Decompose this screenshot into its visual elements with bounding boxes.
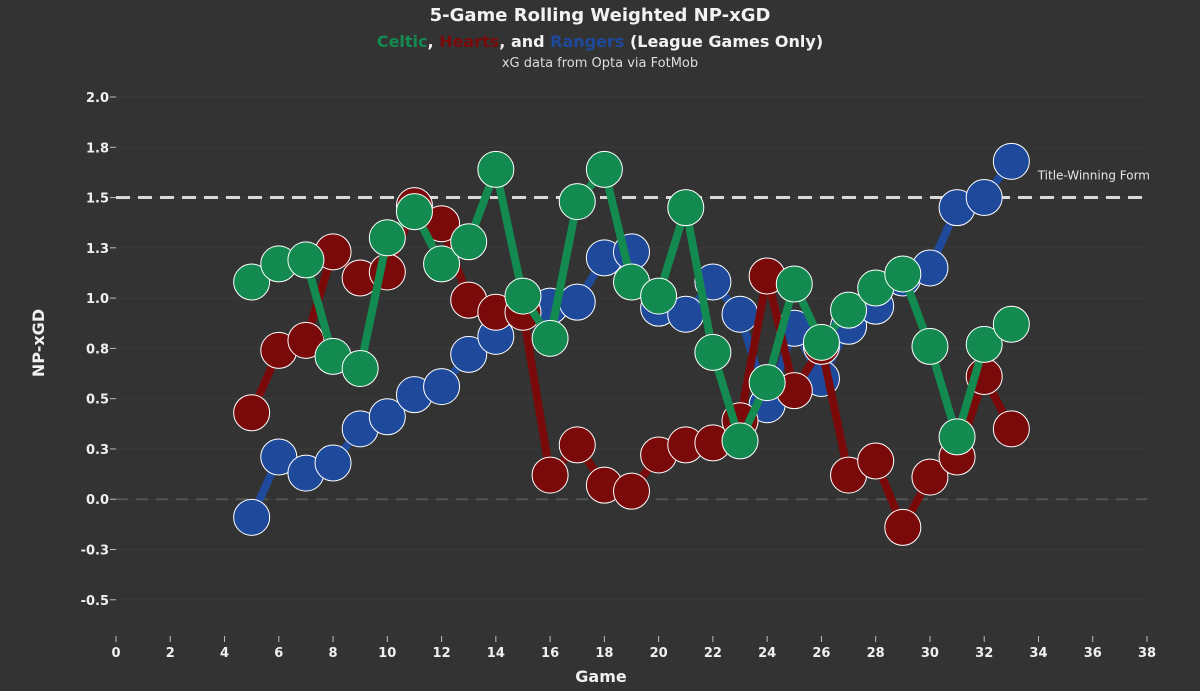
data-point-celtic — [802, 323, 840, 361]
data-point-celtic — [423, 245, 461, 283]
x-tick-label: 18 — [595, 646, 613, 661]
data-point-celtic — [585, 150, 623, 188]
subtitle-part-celtic: Celtic — [376, 32, 428, 51]
y-tick-label: 0.3 — [86, 443, 109, 458]
data-point-rangers — [450, 335, 488, 373]
data-point-hearts — [884, 508, 922, 546]
x-tick-label: 36 — [1084, 646, 1102, 661]
x-tick-label: 2 — [166, 646, 175, 661]
x-tick-label: 34 — [1029, 646, 1047, 661]
data-point-rangers — [992, 142, 1030, 180]
chart-subtitle: Celtic, Hearts, and Rangers (League Game… — [0, 32, 1200, 51]
data-point-celtic — [748, 364, 786, 402]
x-tick-label: 22 — [704, 646, 722, 661]
data-point-celtic — [341, 350, 379, 387]
x-tick-label: 30 — [921, 646, 939, 661]
data-point-rangers — [368, 398, 406, 436]
x-tick-label: 32 — [975, 646, 993, 661]
data-point-celtic — [287, 241, 325, 279]
data-point-hearts — [558, 426, 596, 464]
data-point-celtic — [558, 183, 596, 221]
x-tick-label: 38 — [1138, 646, 1156, 661]
y-tick-label: -0.3 — [81, 544, 109, 559]
data-point-hearts — [992, 410, 1030, 448]
data-point-hearts — [857, 442, 895, 480]
y-tick-label: 1.0 — [86, 292, 109, 307]
data-point-celtic — [504, 277, 542, 315]
y-axis-title: NP-xGD — [29, 309, 48, 377]
x-tick-label: 12 — [433, 646, 451, 661]
x-tick-label: 28 — [867, 646, 885, 661]
data-point-celtic — [884, 255, 922, 293]
data-point-celtic — [775, 265, 813, 303]
data-point-celtic — [477, 150, 515, 188]
x-tick-label: 24 — [758, 646, 776, 661]
y-tick-label: 0.8 — [86, 342, 109, 357]
data-point-rangers — [233, 498, 271, 536]
x-tick-label: 0 — [111, 646, 120, 661]
chart-title: 5-Game Rolling Weighted NP-xGD — [429, 5, 771, 26]
data-point-hearts — [613, 472, 650, 510]
y-tick-label: 1.3 — [86, 242, 109, 257]
y-tick-label: 2.0 — [86, 91, 109, 106]
x-tick-label: 4 — [220, 646, 229, 661]
y-tick-label: -0.5 — [81, 594, 109, 609]
data-point-rangers — [423, 368, 461, 406]
y-tick-label: 1.8 — [86, 141, 109, 156]
subtitle-part-sep-1: , — [427, 32, 440, 51]
chart-source-note: xG data from Opta via FotMob — [501, 56, 699, 71]
x-tick-label: 16 — [541, 646, 559, 661]
series-layer — [233, 142, 1030, 546]
title-winning-reference-label: Title-Winning Form — [1037, 169, 1150, 183]
x-tick-label: 6 — [274, 646, 283, 661]
subtitle-part-suffix: (League Games Only) — [624, 32, 824, 51]
data-point-celtic — [368, 219, 406, 257]
data-point-hearts — [911, 458, 949, 496]
data-point-rangers — [314, 444, 352, 482]
data-point-celtic — [531, 319, 569, 357]
data-point-celtic — [233, 263, 271, 301]
data-point-celtic — [911, 327, 949, 365]
axes-layer: Game NP-xGD -0.5 -0.3 0.0 0.3 0.5 0.8 1.0 1.3 1.… — [29, 91, 1156, 686]
data-point-celtic — [640, 277, 678, 315]
data-point-rangers — [558, 283, 596, 321]
data-point-celtic — [992, 305, 1030, 343]
data-point-hearts — [531, 456, 569, 494]
data-point-celtic — [667, 189, 705, 227]
y-tick-label: 0.0 — [86, 493, 109, 508]
data-point-celtic — [450, 223, 488, 261]
grid-layer — [116, 96, 1147, 601]
data-point-rangers — [721, 295, 759, 333]
x-tick-label: 14 — [487, 646, 505, 661]
x-tick-label: 20 — [650, 646, 668, 661]
data-point-hearts — [233, 394, 271, 432]
data-point-celtic — [395, 193, 433, 231]
data-point-celtic — [721, 422, 759, 460]
subtitle-part-hearts: Hearts — [439, 32, 500, 51]
data-point-celtic — [830, 291, 868, 329]
x-tick-label: 8 — [329, 646, 338, 661]
data-point-celtic — [938, 418, 976, 456]
x-axis-title: Game — [575, 667, 627, 686]
series-celtic — [233, 150, 1030, 460]
x-tick-label: 26 — [812, 646, 830, 661]
subtitle-part-rangers: Rangers — [550, 32, 625, 51]
data-point-celtic — [965, 325, 1003, 363]
y-tick-label: 0.5 — [86, 393, 109, 408]
data-point-rangers — [965, 179, 1003, 217]
y-tick-label: 1.5 — [86, 192, 109, 207]
x-tick-label: 10 — [378, 646, 396, 661]
data-point-celtic — [694, 333, 732, 371]
series-line-celtic — [247, 165, 1016, 445]
subtitle-part-sep-2: , and — [499, 32, 551, 51]
